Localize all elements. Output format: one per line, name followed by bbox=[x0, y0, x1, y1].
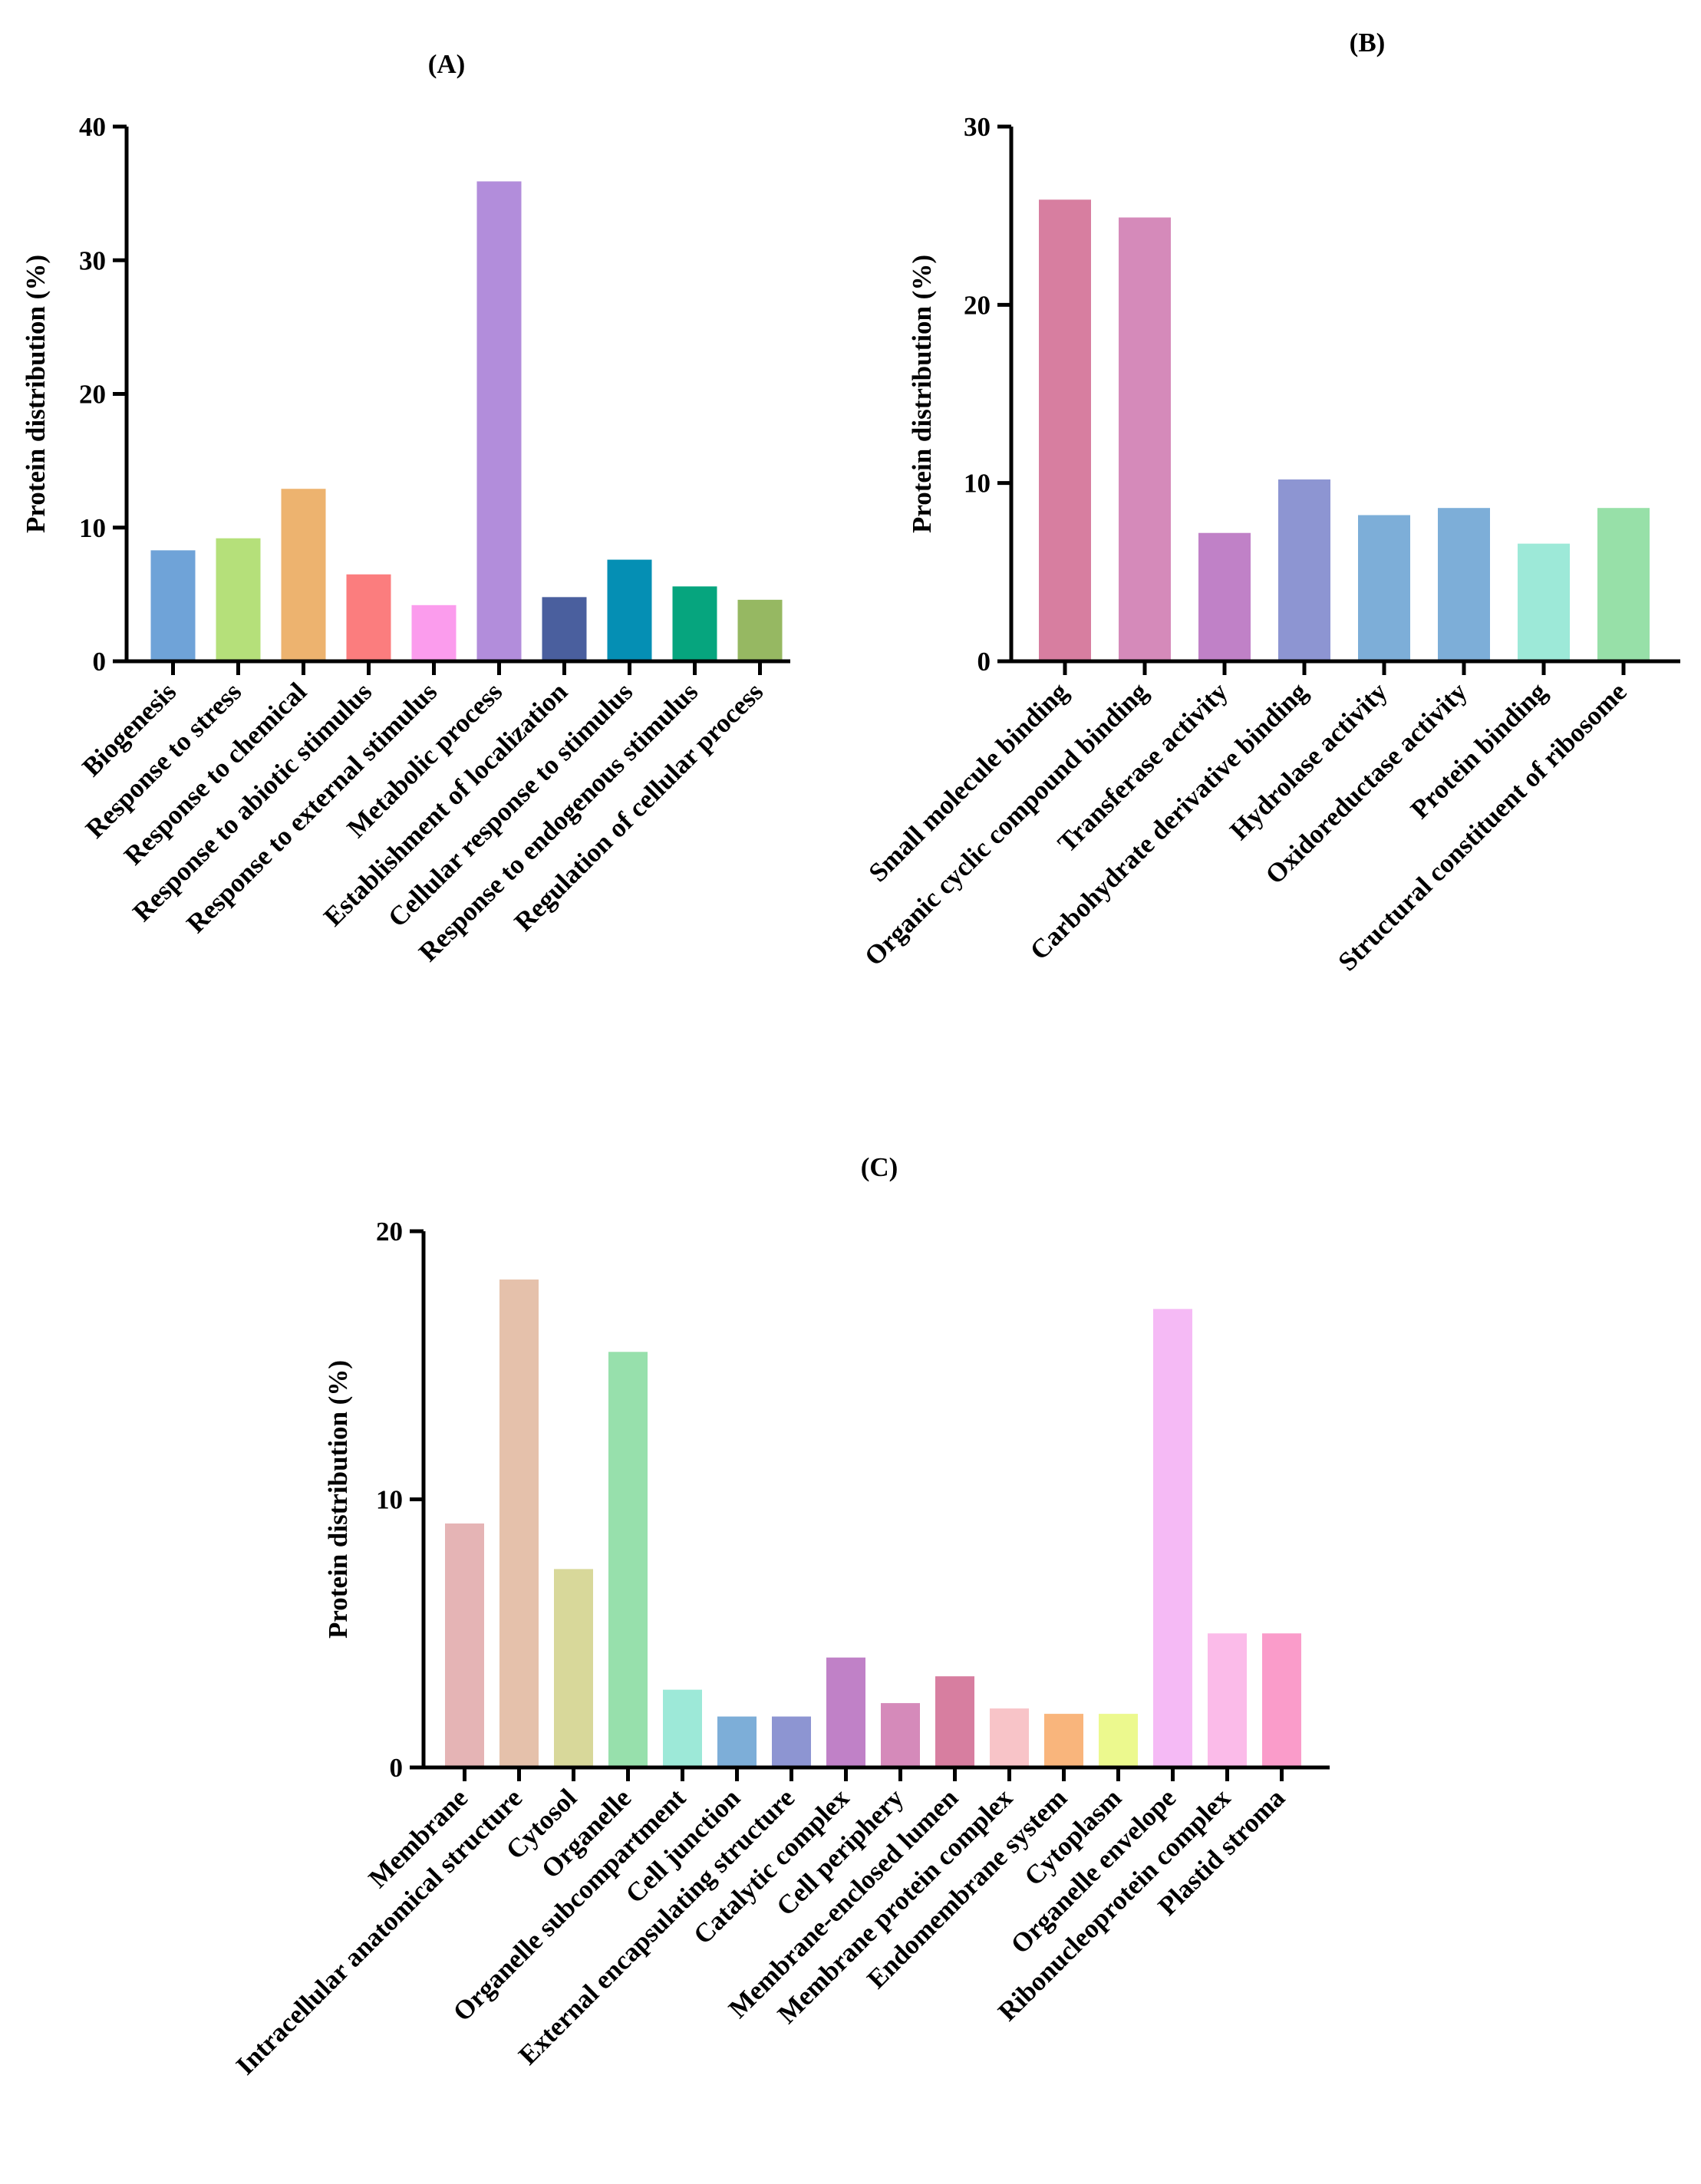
bar-10 bbox=[737, 599, 783, 661]
y-tick-label: 40 bbox=[79, 112, 106, 142]
chart-a: (A)Protein distribution (%)010203040Biog… bbox=[21, 49, 790, 967]
bar-7 bbox=[772, 1716, 811, 1767]
bar-8 bbox=[1597, 508, 1650, 661]
y-tick-label: 10 bbox=[964, 469, 991, 499]
bar-6 bbox=[717, 1716, 757, 1767]
bar-2 bbox=[216, 538, 261, 661]
y-tick-label: 20 bbox=[79, 380, 106, 410]
x-tick-label: Structural constituent of ribosome bbox=[1332, 677, 1632, 977]
bar-9 bbox=[672, 586, 717, 661]
chart-title: (C) bbox=[861, 1152, 898, 1182]
chart-c: (C)Protein distribution (%)01020Membrane… bbox=[230, 1152, 1330, 2080]
bar-15 bbox=[1208, 1633, 1247, 1767]
y-tick-label: 10 bbox=[376, 1485, 403, 1515]
y-tick-label: 30 bbox=[79, 245, 106, 275]
bar-16 bbox=[1262, 1633, 1301, 1767]
bar-13 bbox=[1099, 1714, 1138, 1767]
chart-b: (B)Protein distribution (%)0102030Small … bbox=[859, 28, 1680, 977]
bar-4 bbox=[1278, 479, 1330, 661]
bar-4 bbox=[346, 574, 391, 661]
bar-11 bbox=[990, 1708, 1029, 1767]
bar-9 bbox=[881, 1703, 920, 1767]
y-tick-label: 0 bbox=[390, 1753, 404, 1783]
bar-6 bbox=[476, 181, 522, 661]
bar-3 bbox=[1198, 532, 1251, 661]
bar-7 bbox=[542, 597, 587, 661]
bar-1 bbox=[445, 1523, 484, 1767]
chart-title: (A) bbox=[428, 49, 466, 79]
bar-7 bbox=[1518, 543, 1570, 661]
y-tick-label: 0 bbox=[93, 647, 107, 677]
bar-5 bbox=[1358, 515, 1410, 661]
y-axis-label: Protein distribution (%) bbox=[323, 1360, 353, 1639]
x-tick-label: Protein binding bbox=[1405, 677, 1553, 825]
y-tick-label: 30 bbox=[964, 112, 991, 142]
bar-14 bbox=[1153, 1309, 1192, 1767]
bar-3 bbox=[554, 1569, 593, 1767]
bar-8 bbox=[607, 559, 652, 661]
bar-6 bbox=[1438, 508, 1490, 661]
bar-4 bbox=[608, 1352, 648, 1767]
bar-3 bbox=[281, 489, 326, 661]
y-tick-label: 10 bbox=[79, 513, 106, 543]
y-axis-label: Protein distribution (%) bbox=[907, 255, 937, 533]
y-tick-label: 20 bbox=[964, 290, 991, 320]
bar-10 bbox=[935, 1676, 974, 1767]
bar-2 bbox=[1119, 217, 1171, 661]
y-tick-label: 20 bbox=[376, 1217, 403, 1247]
bar-12 bbox=[1044, 1714, 1083, 1767]
bar-2 bbox=[499, 1279, 539, 1767]
bar-5 bbox=[663, 1689, 702, 1767]
x-tick-label: Organic cyclic compound binding bbox=[859, 677, 1154, 972]
bar-1 bbox=[1039, 199, 1091, 661]
chart-title: (B) bbox=[1350, 28, 1386, 58]
y-tick-label: 0 bbox=[977, 647, 991, 677]
y-axis-label: Protein distribution (%) bbox=[21, 255, 51, 533]
x-tick-label: Intracellular anatomical structure bbox=[230, 1783, 528, 2080]
bar-8 bbox=[826, 1657, 865, 1767]
bar-1 bbox=[150, 550, 196, 661]
bar-5 bbox=[411, 604, 457, 661]
